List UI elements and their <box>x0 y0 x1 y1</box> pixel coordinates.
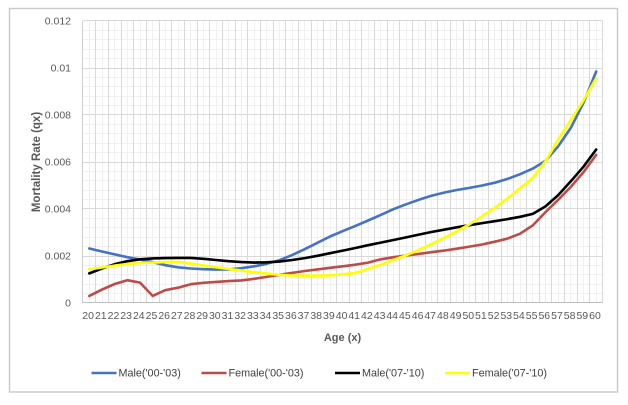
svg-text:0.008: 0.008 <box>45 109 71 121</box>
svg-text:29: 29 <box>196 310 208 322</box>
svg-text:21: 21 <box>95 310 107 322</box>
svg-text:37: 37 <box>298 310 310 322</box>
svg-text:48: 48 <box>437 310 449 322</box>
svg-text:0.004: 0.004 <box>45 203 71 215</box>
svg-text:26: 26 <box>158 310 170 322</box>
svg-text:22: 22 <box>108 310 120 322</box>
svg-text:Age (x): Age (x) <box>324 332 362 344</box>
svg-text:27: 27 <box>171 310 183 322</box>
svg-text:45: 45 <box>399 310 411 322</box>
svg-text:0.002: 0.002 <box>45 250 71 262</box>
svg-text:41: 41 <box>348 310 360 322</box>
svg-text:0.012: 0.012 <box>45 15 71 27</box>
svg-text:44: 44 <box>386 310 398 322</box>
svg-text:49: 49 <box>450 310 462 322</box>
svg-text:55: 55 <box>526 310 538 322</box>
svg-text:47: 47 <box>424 310 436 322</box>
svg-text:60: 60 <box>589 310 601 322</box>
svg-text:57: 57 <box>551 310 563 322</box>
svg-text:59: 59 <box>576 310 588 322</box>
svg-text:51: 51 <box>475 310 487 322</box>
svg-text:0: 0 <box>65 297 71 309</box>
svg-text:25: 25 <box>146 310 158 322</box>
svg-text:36: 36 <box>285 310 297 322</box>
svg-text:Mortality Rate (qx): Mortality Rate (qx) <box>31 112 43 212</box>
svg-text:Female('07-'10): Female('07-'10) <box>472 368 547 380</box>
svg-text:20: 20 <box>82 310 94 322</box>
svg-text:24: 24 <box>133 310 145 322</box>
svg-text:43: 43 <box>374 310 386 322</box>
svg-text:0.006: 0.006 <box>45 156 71 168</box>
svg-text:56: 56 <box>538 310 550 322</box>
svg-text:52: 52 <box>488 310 500 322</box>
svg-text:28: 28 <box>184 310 196 322</box>
svg-text:38: 38 <box>310 310 322 322</box>
svg-text:39: 39 <box>323 310 335 322</box>
svg-text:23: 23 <box>120 310 132 322</box>
svg-text:32: 32 <box>234 310 246 322</box>
svg-text:40: 40 <box>336 310 348 322</box>
svg-text:35: 35 <box>272 310 284 322</box>
svg-text:0.01: 0.01 <box>51 62 72 74</box>
svg-text:54: 54 <box>513 310 525 322</box>
svg-text:Male('07-'10): Male('07-'10) <box>362 368 424 380</box>
svg-text:31: 31 <box>222 310 234 322</box>
svg-text:42: 42 <box>361 310 373 322</box>
svg-text:Female('00-'03): Female('00-'03) <box>229 368 304 380</box>
svg-text:46: 46 <box>412 310 424 322</box>
svg-text:58: 58 <box>564 310 576 322</box>
svg-text:33: 33 <box>247 310 259 322</box>
svg-text:50: 50 <box>462 310 474 322</box>
svg-text:53: 53 <box>500 310 512 322</box>
svg-text:Male('00-'03): Male('00-'03) <box>119 368 181 380</box>
svg-text:30: 30 <box>209 310 221 322</box>
svg-text:34: 34 <box>260 310 272 322</box>
